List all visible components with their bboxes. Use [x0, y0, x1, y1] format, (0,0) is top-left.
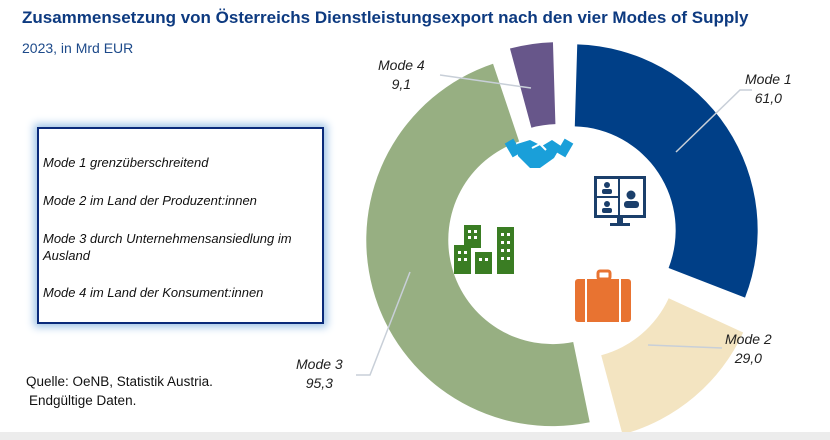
bottom-bar — [0, 432, 830, 440]
label-mode-1-name: Mode 1 — [745, 71, 792, 87]
legend-item-mode-3: Mode 3 durch Unternehmensansiedlung im A… — [43, 231, 292, 263]
buildings-icon — [454, 225, 514, 274]
legend-item-mode-1: Mode 1 grenzüberschreitend — [43, 155, 209, 170]
source-note: Quelle: OeNB, Statistik Austria. Endgült… — [26, 372, 213, 410]
label-mode-2: Mode 2 29,0 — [725, 330, 772, 368]
chart-title: Zusammensetzung von Österreichs Dienstle… — [22, 8, 749, 27]
legend-item-mode-4: Mode 4 im Land der Konsument:innen — [43, 285, 264, 300]
label-mode-3-value: 95,3 — [305, 375, 333, 391]
label-mode-4-name: Mode 4 — [378, 57, 425, 73]
legend-item-mode-2: Mode 2 im Land der Produzent:innen — [43, 193, 257, 208]
label-mode-2-name: Mode 2 — [725, 331, 772, 347]
handshake-icon — [504, 138, 574, 168]
label-mode-1-value: 61,0 — [754, 90, 782, 106]
video-conference-icon — [594, 176, 646, 226]
label-mode-3: Mode 3 95,3 — [296, 355, 343, 393]
chart-subtitle: 2023, in Mrd EUR — [22, 40, 134, 56]
leader-line-3 — [356, 271, 411, 376]
leader-line-1 — [675, 89, 752, 153]
leader-line-4 — [439, 74, 532, 89]
label-mode-1: Mode 1 61,0 — [745, 70, 792, 108]
briefcase-icon — [575, 269, 631, 322]
slice-mode-3 — [366, 63, 590, 427]
source-line-2: Endgültige Daten. — [29, 393, 137, 408]
label-mode-4: Mode 4 9,1 — [378, 56, 425, 94]
slice-mode-4 — [509, 42, 556, 128]
legend-box: Mode 1 grenzüberschreitend Mode 2 im Lan… — [37, 127, 324, 324]
leader-line-2 — [647, 344, 723, 349]
label-mode-2-value: 29,0 — [734, 350, 762, 366]
label-mode-4-value: 9,1 — [391, 76, 412, 92]
label-mode-3-name: Mode 3 — [296, 356, 343, 372]
slice-mode-2 — [601, 298, 744, 435]
source-line-1: Quelle: OeNB, Statistik Austria. — [26, 374, 213, 389]
slice-mode-1 — [574, 44, 758, 298]
